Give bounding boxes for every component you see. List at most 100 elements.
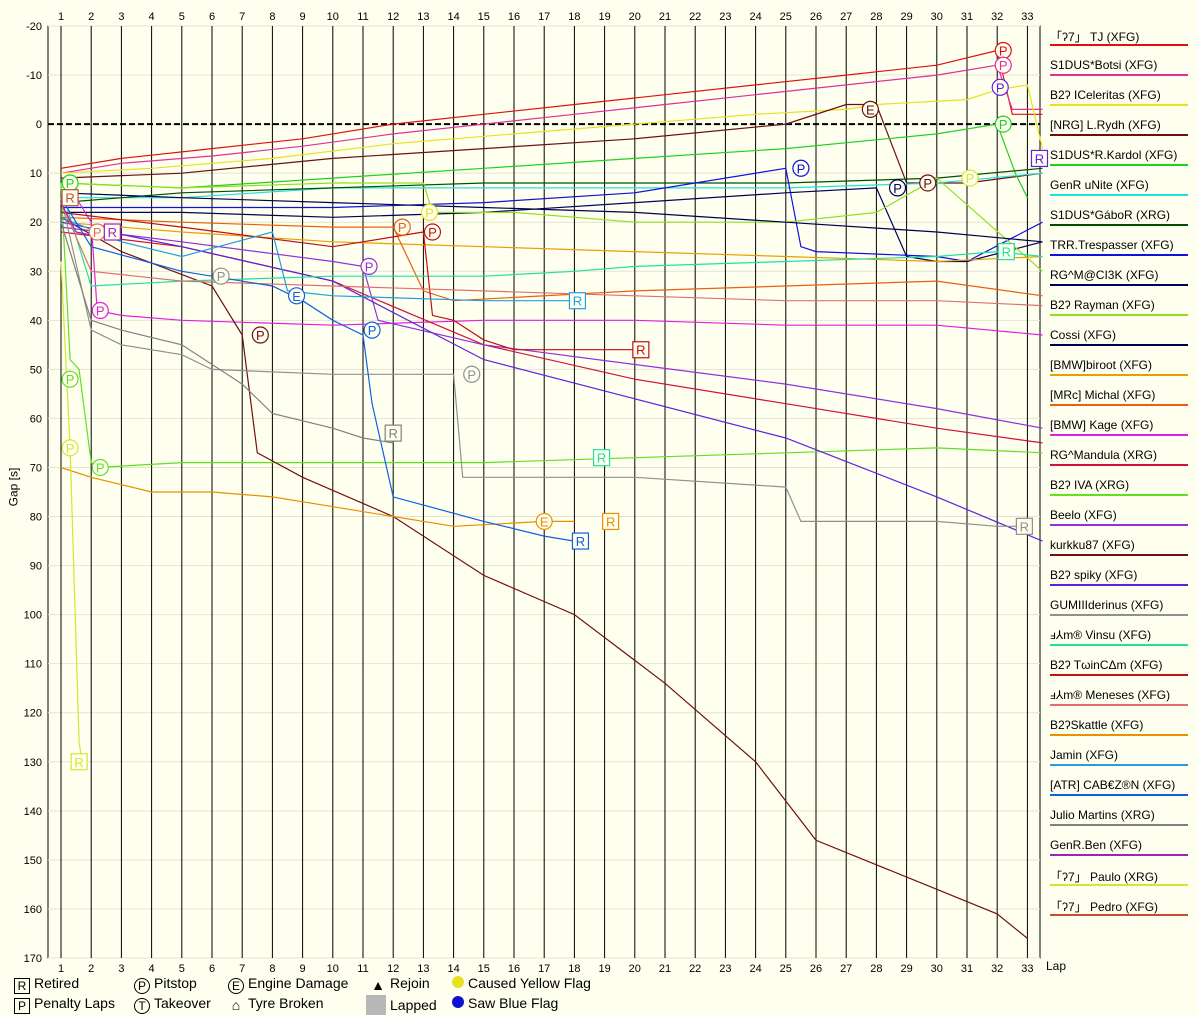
legend-swatch xyxy=(1050,344,1188,346)
legend-swatch xyxy=(1050,74,1188,76)
legend-item-label: Beelo (XFG) xyxy=(1050,508,1117,522)
marker-label: P xyxy=(428,225,437,240)
pitstop-marker xyxy=(792,159,810,177)
x-tick-label-top: 22 xyxy=(689,11,701,23)
x-axis-title: Lap xyxy=(1046,959,1067,973)
marker-label: R xyxy=(1020,519,1029,534)
x-tick-label-top: 8 xyxy=(269,11,275,23)
legend-swatch xyxy=(1050,434,1188,436)
legend-penalty-laps-label: Penalty Laps xyxy=(34,995,115,1011)
rejoin-icon: ▲ xyxy=(371,977,385,993)
legend-item: 「ʔ7」 Paulo (XRG) xyxy=(1046,866,1191,896)
legend-swatch xyxy=(1050,764,1188,766)
legend-item: Beelo (XFG) xyxy=(1046,506,1191,536)
y-tick-label: 90 xyxy=(30,561,42,573)
y-tick-label: 70 xyxy=(30,462,42,474)
x-tick-label-top: 18 xyxy=(568,11,580,23)
legend-item: ⅎ⅄m® Meneses (XFG) xyxy=(1046,686,1191,716)
legend-item-label: S1DUS*GáboR (XRG) xyxy=(1050,208,1171,222)
legend-item: RG^Mandula (XRG) xyxy=(1046,446,1191,476)
y-tick-label: -10 xyxy=(26,70,42,82)
marker-label: P xyxy=(999,117,1008,132)
marker-label: P xyxy=(66,441,75,456)
x-tick-label-top: 13 xyxy=(417,11,429,23)
legend-item-label: 「ʔ7」 Paulo (XRG) xyxy=(1050,870,1159,884)
legend-swatch xyxy=(1050,674,1188,676)
legend-item: GUMIIIderinus (XFG) xyxy=(1046,596,1191,626)
series-line xyxy=(61,172,1043,199)
legend-item-label: TRR.Trespasser (XFG) xyxy=(1050,238,1174,252)
marker-label: P xyxy=(425,205,434,220)
x-tick-label-top: 32 xyxy=(991,11,1003,23)
retired-marker xyxy=(997,243,1015,261)
marker-label: R xyxy=(108,225,117,240)
legend-item-label: B2ʔ ICeleritas (XFG) xyxy=(1050,88,1161,102)
y-tick-label: 30 xyxy=(30,266,42,278)
x-tick-label: 29 xyxy=(900,963,912,975)
series-line xyxy=(60,197,575,542)
x-tick-label-top: 29 xyxy=(900,11,912,23)
x-tick-label-top: 10 xyxy=(327,11,339,23)
legend-item-label: GUMIIIderinus (XFG) xyxy=(1050,598,1164,612)
retired-marker xyxy=(1015,517,1033,535)
x-tick-label-top: 7 xyxy=(239,11,245,23)
y-tick-label: 60 xyxy=(30,413,42,425)
legend-saw-blue-flag: Saw Blue Flag xyxy=(452,995,558,1015)
engine-damage-marker xyxy=(287,287,306,305)
y-tick-label: 20 xyxy=(30,217,42,229)
legend-item: Julio Martins (XRG) xyxy=(1046,806,1191,836)
legend-item: B2ʔ spiky (XFG) xyxy=(1046,566,1191,596)
legend-item: B2ʔ ICeleritas (XFG) xyxy=(1046,86,1191,116)
marker-label: R xyxy=(606,514,615,529)
x-tick-label-top: 12 xyxy=(387,11,399,23)
legend-item: [BMW]biroot (XFG) xyxy=(1046,356,1191,386)
series-line xyxy=(60,182,1043,469)
y-tick-label: 100 xyxy=(24,610,42,622)
series-line xyxy=(60,221,1043,542)
retired-marker xyxy=(1030,149,1049,168)
x-tick-label: 25 xyxy=(780,963,792,975)
retired-marker xyxy=(571,532,590,550)
x-tick-label-top: 24 xyxy=(749,11,761,23)
pitstop-marker xyxy=(61,370,79,388)
x-tick-label: 23 xyxy=(719,963,731,975)
pitstop-marker xyxy=(423,223,442,241)
x-tick-label: 20 xyxy=(629,963,641,975)
x-tick-label-top: 2 xyxy=(88,11,94,23)
x-tick-label: 27 xyxy=(840,963,852,975)
legend-swatch xyxy=(1050,164,1188,166)
marker-label: P xyxy=(256,328,265,343)
x-tick-label: 1 xyxy=(58,963,64,975)
legend-item: Cossi (XFG) xyxy=(1046,326,1191,356)
legend-saw-blue-flag-label: Saw Blue Flag xyxy=(468,995,559,1011)
legend-swatch xyxy=(1050,794,1188,796)
legend-item-label: ⅎ⅄m® Meneses (XFG) xyxy=(1050,688,1171,702)
series-line xyxy=(60,466,575,527)
pitstop-marker xyxy=(393,218,411,236)
x-tick-label-top: 31 xyxy=(961,11,973,23)
series-line xyxy=(60,167,1043,204)
legend-item: TRR.Trespasser (XFG) xyxy=(1046,236,1191,266)
marker-label: R xyxy=(389,426,398,441)
marker-label: P xyxy=(217,269,226,284)
legend-rejoin: ▲ Rejoin xyxy=(370,975,430,995)
legend-item: 「ʔ7」 Pedro (XFG) xyxy=(1046,896,1191,926)
pitstop-icon: P xyxy=(134,978,150,994)
legend-pitstop: P Pitstop xyxy=(134,975,197,995)
legend-item-label: GenR uNite (XFG) xyxy=(1050,178,1149,192)
legend-item-label: kurkku87 (XFG) xyxy=(1050,538,1135,552)
series-line xyxy=(60,216,1028,939)
x-tick-label-top: 20 xyxy=(629,11,641,23)
marker-label: P xyxy=(467,367,476,382)
series-line xyxy=(60,197,1028,527)
retired-marker xyxy=(384,424,402,442)
x-tick-label: 28 xyxy=(870,963,882,975)
legend-item: B2ʔSkattle (XFG) xyxy=(1046,716,1191,746)
legend-item-label: RG^Mandula (XRG) xyxy=(1050,448,1157,462)
legend-swatch xyxy=(1050,734,1188,736)
legend-item: S1DUS*Botsi (XFG) xyxy=(1046,56,1191,86)
legend-item: RG^M@CI3K (XFG) xyxy=(1046,266,1191,296)
legend-item: GenR uNite (XFG) xyxy=(1046,176,1191,206)
x-tick-label: 30 xyxy=(931,963,943,975)
